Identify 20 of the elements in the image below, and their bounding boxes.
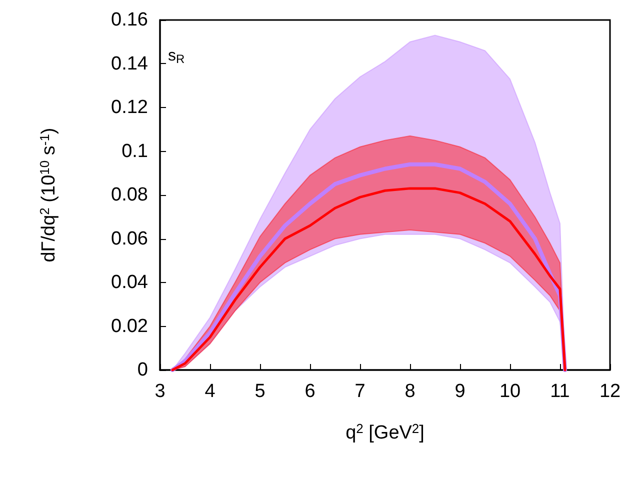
x-tick-label: 11 bbox=[550, 381, 570, 402]
y-tick-label: 0.06 bbox=[111, 228, 148, 250]
x-tick-label: 9 bbox=[454, 381, 466, 402]
x-tick-label: 5 bbox=[254, 381, 266, 402]
y-tick-label: 0.16 bbox=[111, 10, 148, 30]
x-tick-label: 3 bbox=[154, 381, 166, 402]
x-tick-label: 4 bbox=[204, 381, 216, 402]
y-tick-label: 0.14 bbox=[111, 53, 148, 74]
x-tick-label: 10 bbox=[499, 381, 521, 402]
y-tick-label: 0.1 bbox=[122, 140, 148, 162]
y-tick-label: 0 bbox=[137, 360, 148, 380]
x-tick-label: 6 bbox=[304, 381, 316, 402]
x-tick-label: 12 bbox=[599, 381, 621, 402]
y-tick-label: 0.02 bbox=[111, 316, 148, 337]
y-tick-label: 0.04 bbox=[111, 272, 148, 293]
x-tick-label: 7 bbox=[354, 381, 366, 402]
y-tick-label: 0.08 bbox=[111, 184, 148, 206]
x-tick-label: 8 bbox=[404, 381, 416, 402]
y-tick-label: 0.12 bbox=[111, 97, 148, 118]
y-axis-title: dΓ/dq2 (1010 s-1) bbox=[37, 128, 60, 262]
